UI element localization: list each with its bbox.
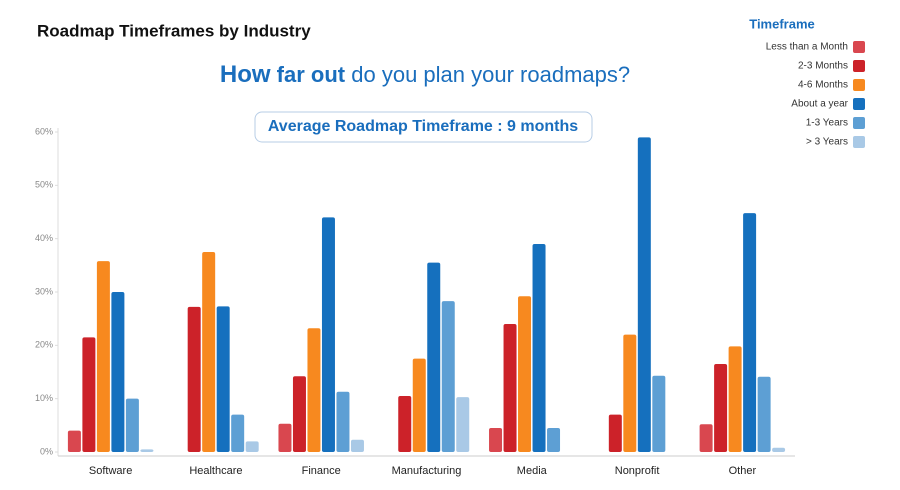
legend-swatch [853, 41, 865, 53]
y-tick-label: 50% [35, 180, 53, 190]
legend-label: 1-3 Years [806, 118, 848, 129]
x-tick-label: Nonprofit [615, 465, 660, 477]
legend-title: Timeframe [749, 16, 815, 31]
y-tick-label: 60% [35, 126, 53, 136]
bar [441, 301, 455, 452]
bar [336, 391, 350, 452]
legend-swatch [853, 117, 865, 129]
annotation: Average Roadmap Timeframe : 9 months [268, 118, 578, 135]
y-tick-label: 40% [35, 233, 53, 243]
x-tick-label: Software [89, 465, 132, 477]
x-tick-label: Healthcare [189, 465, 242, 477]
annotation-box [254, 111, 593, 143]
subtitle: How far out do you plan your roadmaps? [220, 61, 630, 88]
bar [202, 252, 216, 452]
bar [412, 358, 426, 452]
legend-swatch [853, 136, 865, 148]
legend-swatch [853, 98, 865, 110]
bar [216, 306, 230, 452]
bar [278, 423, 292, 452]
y-tick-label: 30% [35, 286, 53, 296]
bar [427, 262, 441, 452]
chart-title: Roadmap Timeframes by Industry [37, 21, 311, 40]
bar [456, 397, 470, 452]
y-tick-label: 0% [40, 446, 53, 456]
bar [245, 441, 259, 452]
legend-swatch [853, 79, 865, 91]
bar [111, 292, 125, 452]
bar [82, 337, 96, 452]
legend-label: > 3 Years [806, 137, 848, 148]
legend-label: 2-3 Months [798, 61, 848, 72]
y-tick-label: 20% [35, 340, 53, 350]
subtitle-part: How [220, 61, 271, 88]
bar [489, 428, 503, 452]
bar [96, 261, 110, 452]
legend-swatch [853, 60, 865, 72]
bar [503, 324, 517, 452]
x-tick-label: Finance [302, 465, 341, 477]
bar [547, 428, 561, 452]
bar [398, 396, 412, 452]
bar [187, 306, 201, 452]
bar [637, 137, 651, 453]
bar [623, 334, 637, 452]
x-tick-label: Manufacturing [392, 465, 462, 477]
bar [743, 213, 757, 452]
bar [231, 414, 245, 452]
bar [532, 244, 546, 452]
bar [125, 398, 139, 452]
bar [652, 375, 666, 452]
bar [140, 449, 154, 452]
x-tick-label: Other [729, 465, 757, 477]
bar [608, 414, 622, 452]
legend-label: Less than a Month [766, 42, 848, 53]
bar [772, 447, 786, 452]
bar [292, 376, 306, 452]
bar [728, 346, 742, 452]
legend-label: About a year [791, 99, 848, 110]
x-tick-label: Media [517, 465, 548, 477]
bar [518, 296, 532, 452]
subtitle-part: do you plan your roadmaps? [351, 62, 630, 87]
legend-label: 4-6 Months [798, 80, 848, 91]
bar [321, 217, 335, 452]
bar [307, 328, 321, 452]
bar [757, 376, 771, 452]
subtitle-part: far out [277, 62, 346, 87]
bar [67, 430, 81, 452]
bar [699, 424, 713, 452]
y-tick-label: 10% [35, 393, 53, 403]
bar [714, 364, 728, 452]
bar [350, 439, 364, 452]
